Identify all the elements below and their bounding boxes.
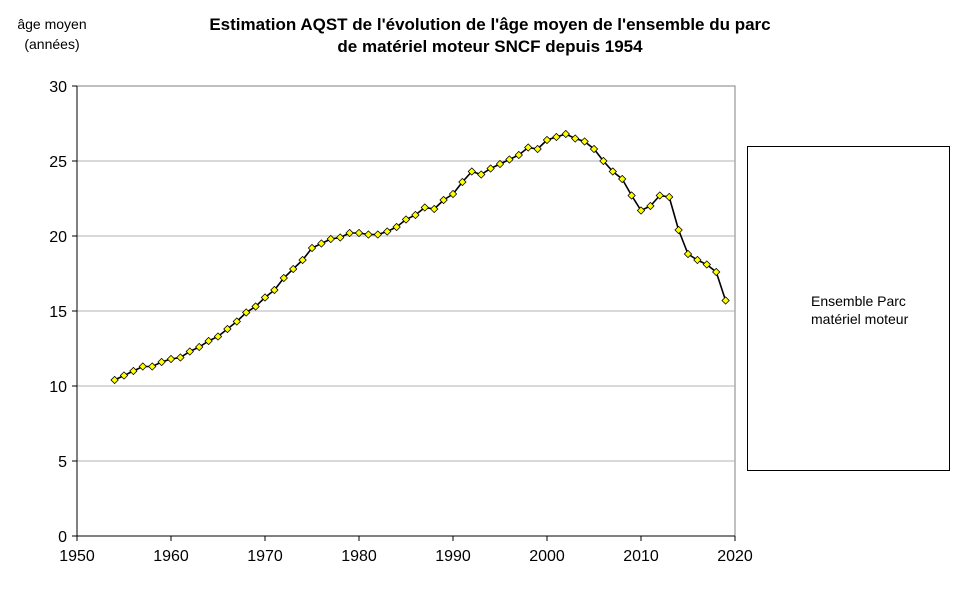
data-point-1995 [495,159,505,169]
data-point-1990 [448,189,458,199]
data-point-1980 [354,228,364,238]
x-tick-label-1950: 1950 [59,548,95,565]
data-point-2010 [636,206,646,215]
x-tick-label-2000: 2000 [529,548,565,565]
data-point-1963 [195,342,204,352]
data-point-1989 [439,195,448,205]
data-point-1967 [232,317,241,326]
data-point-2011 [646,201,655,211]
data-point-1975 [307,243,317,253]
data-point-1998 [524,143,533,152]
data-point-2000 [542,135,552,145]
series-layer [110,129,730,385]
y-tick-label-5: 5 [58,454,67,471]
y-tick-label-25: 25 [49,154,67,171]
data-point-1993 [477,170,486,179]
data-point-1956 [129,366,138,376]
data-point-1977 [326,234,335,244]
axes: 0 5 10 15 20 25 30 1950 1960 1970 1980 1990 2000 2010… [49,79,753,565]
data-point-1987 [420,203,429,212]
y-axis-label-line-1: âge moyen [17,16,87,32]
data-point-2007 [608,167,617,176]
data-point-2004 [580,137,589,146]
data-point-1964 [204,336,213,346]
data-point-1966 [223,324,232,334]
data-point-1968 [242,308,251,317]
legend-box [747,146,950,471]
y-axis-label: âge moyen (années) [6,14,98,54]
x-tick-label-2020: 2020 [717,548,753,565]
data-point-1955 [119,371,129,380]
data-point-2018 [712,267,721,277]
data-point-1970 [260,293,270,302]
data-point-2001 [552,132,561,142]
data-point-1997 [514,150,523,160]
data-point-1996 [505,155,514,164]
data-point-1984 [392,222,401,232]
x-tick-label-1990: 1990 [435,548,471,565]
chart-title: Estimation AQST de l'évolution de l'âge … [170,14,810,58]
data-point-1959 [157,357,166,367]
x-tick-label-1980: 1980 [341,548,377,565]
data-point-1988 [430,204,439,214]
data-point-1972 [279,273,288,283]
data-point-1958 [148,362,157,371]
data-point-1962 [185,347,194,356]
data-point-1965 [213,332,223,341]
data-point-2012 [655,191,664,200]
data-point-2015 [683,249,693,259]
data-point-2016 [693,255,702,265]
data-point-1957 [138,362,147,371]
y-tick-label-10: 10 [49,379,67,396]
data-point-1979 [345,228,354,238]
data-point-1954 [110,375,119,385]
y-tick-label-0: 0 [58,529,67,546]
data-point-1971 [270,285,279,295]
x-tick-label-2010: 2010 [623,548,659,565]
data-point-1992 [467,167,476,176]
chart-title-line-2: de matériel moteur SNCF depuis 1954 [337,37,643,56]
data-point-2003 [571,134,580,143]
data-point-2006 [599,156,608,166]
y-tick-label-30: 30 [49,79,67,96]
y-tick-label-15: 15 [49,304,67,321]
data-point-2008 [618,174,627,184]
data-point-1976 [317,239,326,248]
data-point-1978 [336,233,345,242]
legend-label-line-1: Ensemble Parc [811,293,906,309]
data-point-1981 [364,230,373,239]
data-point-1974 [298,255,307,265]
chart-title-line-1: Estimation AQST de l'évolution de l'âge … [209,15,771,34]
data-point-1991 [458,177,467,187]
data-point-1983 [383,227,392,236]
data-point-2005 [589,144,599,154]
data-point-2019 [721,296,730,305]
data-point-2013 [665,192,674,202]
data-point-1960 [166,354,176,364]
x-tick-label-1970: 1970 [247,548,283,565]
x-tick-label-1960: 1960 [153,548,189,565]
data-point-2014 [674,225,683,235]
data-point-2017 [702,260,711,269]
legend-label-line-2: matériel moteur [811,311,909,327]
data-point-1982 [373,230,382,239]
y-axis-label-line-2: (années) [24,36,80,52]
data-point-1986 [411,210,420,220]
data-point-1969 [251,302,260,311]
legend-label: Ensemble Parc matériel moteur [811,292,951,328]
data-point-2002 [561,129,570,139]
data-point-1994 [486,164,495,173]
y-tick-label-20: 20 [49,229,67,246]
data-point-1973 [289,264,298,274]
data-point-2009 [627,191,636,200]
data-point-1961 [176,353,185,362]
gridlines [77,160,735,462]
data-point-1985 [401,215,411,224]
data-point-1999 [533,144,542,154]
